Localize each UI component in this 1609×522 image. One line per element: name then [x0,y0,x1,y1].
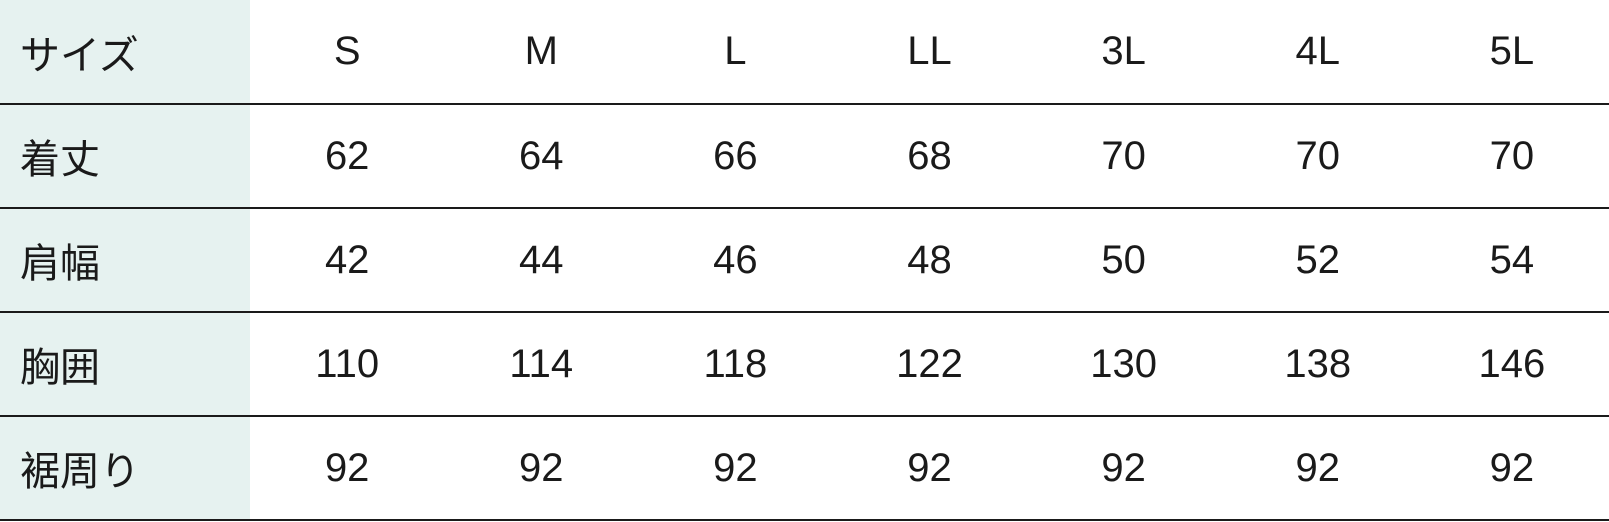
cell: 62 [250,104,444,208]
table-row: 着丈 62 64 66 68 70 70 70 [0,104,1609,208]
cell: 92 [1415,416,1609,520]
cell: 146 [1415,312,1609,416]
col-header: 5L [1415,0,1609,104]
cell: 110 [250,312,444,416]
cell: 92 [444,416,638,520]
size-chart-table: サイズ S M L LL 3L 4L 5L 着丈 62 64 66 68 70 … [0,0,1609,521]
cell: 130 [1027,312,1221,416]
cell: 50 [1027,208,1221,312]
cell: 66 [638,104,832,208]
cell: 52 [1221,208,1415,312]
row-label: 裾周り [0,416,250,520]
cell: 114 [444,312,638,416]
cell: 92 [1221,416,1415,520]
cell: 68 [832,104,1026,208]
row-label: 胸囲 [0,312,250,416]
col-header: S [250,0,444,104]
cell: 70 [1221,104,1415,208]
cell: 118 [638,312,832,416]
header-label: サイズ [0,0,250,104]
cell: 122 [832,312,1026,416]
row-label: 着丈 [0,104,250,208]
cell: 92 [638,416,832,520]
cell: 46 [638,208,832,312]
table-row: 胸囲 110 114 118 122 130 138 146 [0,312,1609,416]
cell: 48 [832,208,1026,312]
header-row: サイズ S M L LL 3L 4L 5L [0,0,1609,104]
col-header: 3L [1027,0,1221,104]
cell: 44 [444,208,638,312]
table-row: 裾周り 92 92 92 92 92 92 92 [0,416,1609,520]
row-label: 肩幅 [0,208,250,312]
col-header: L [638,0,832,104]
cell: 92 [832,416,1026,520]
table-row: 肩幅 42 44 46 48 50 52 54 [0,208,1609,312]
cell: 70 [1027,104,1221,208]
col-header: 4L [1221,0,1415,104]
cell: 138 [1221,312,1415,416]
cell: 54 [1415,208,1609,312]
cell: 42 [250,208,444,312]
col-header: M [444,0,638,104]
cell: 92 [250,416,444,520]
cell: 64 [444,104,638,208]
cell: 70 [1415,104,1609,208]
col-header: LL [832,0,1026,104]
cell: 92 [1027,416,1221,520]
